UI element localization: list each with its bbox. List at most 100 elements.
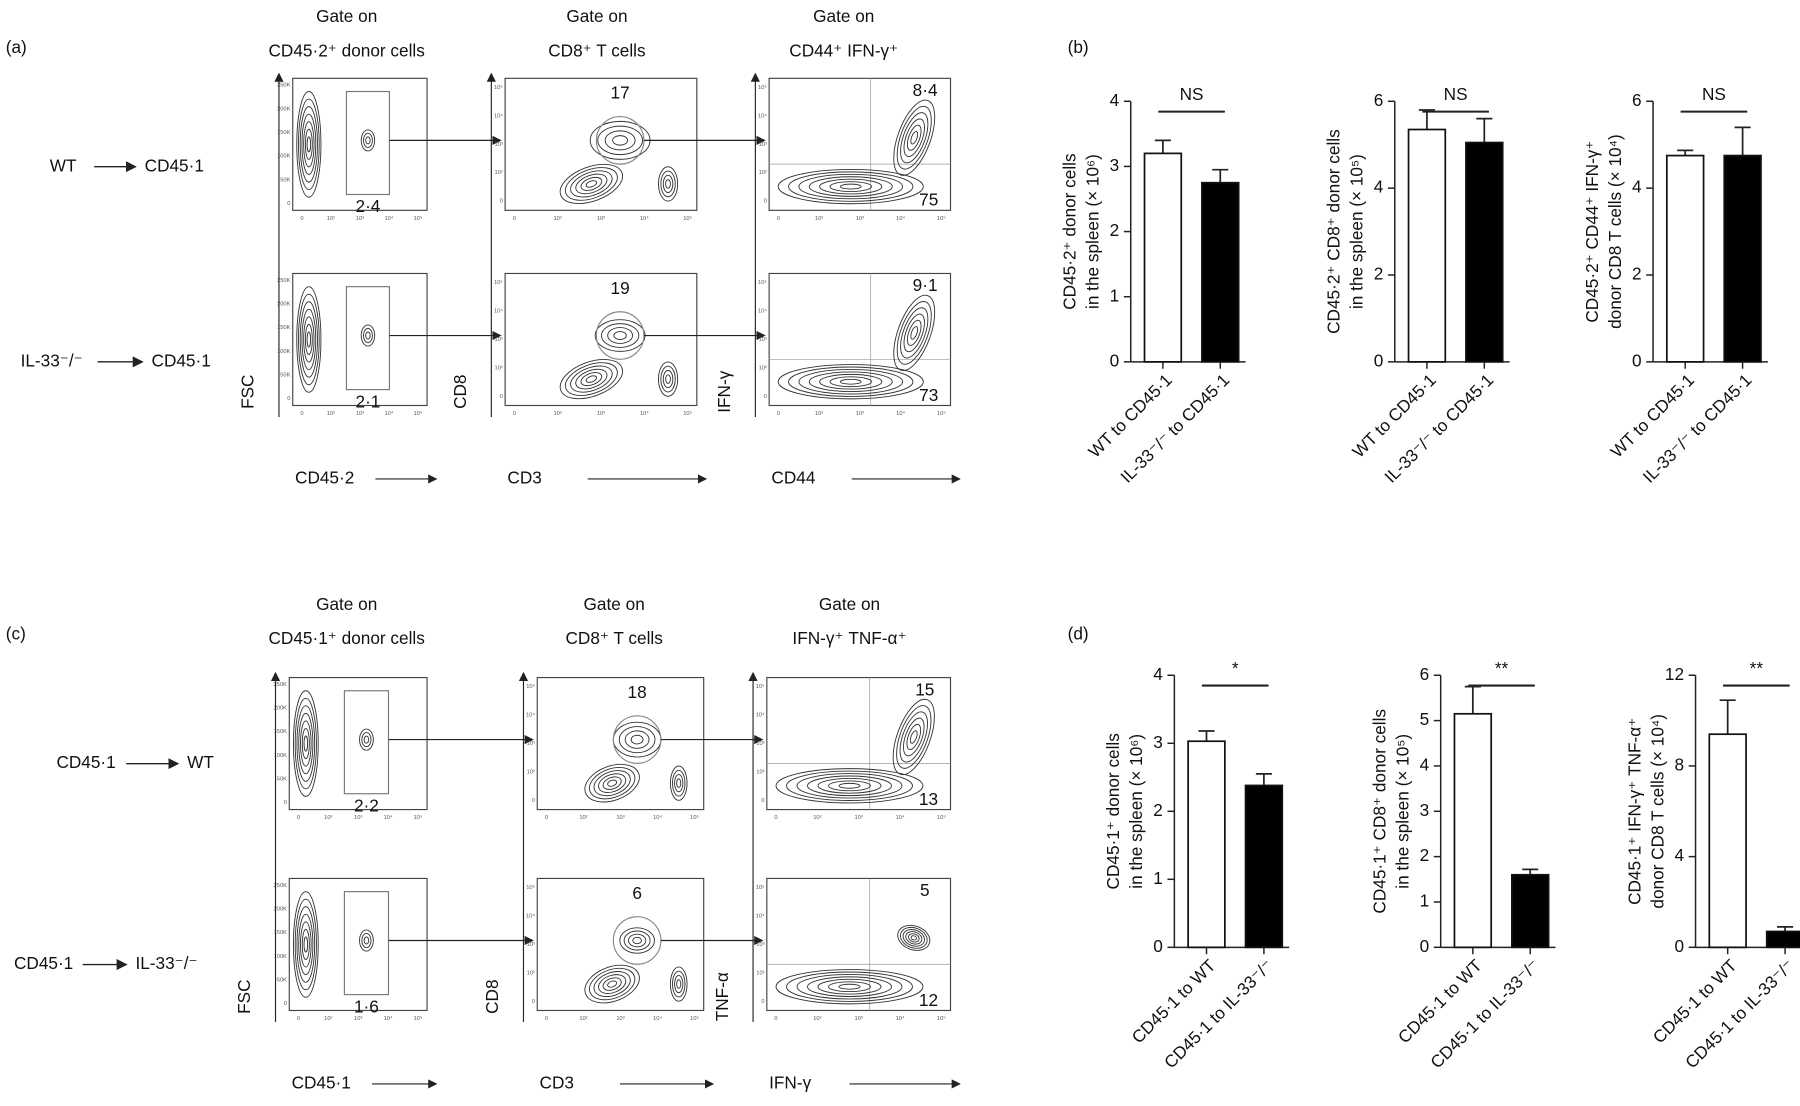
flow-y-tick: 10⁵: [526, 884, 535, 891]
flow-x-tick: 10⁵: [413, 410, 422, 417]
contour: [906, 723, 922, 750]
contour: [292, 690, 319, 797]
flow-y-tick: 10²: [495, 365, 503, 371]
gate-value: 19: [611, 278, 630, 298]
contour: [674, 774, 684, 793]
y-tick-label: 0: [1110, 350, 1120, 370]
gate-header: IFN-γ⁺ TNF-α⁺: [792, 628, 906, 648]
contour: [910, 326, 919, 340]
contour: [828, 780, 871, 792]
contour: [897, 924, 931, 951]
row-donor: WT: [50, 155, 77, 175]
contour: [588, 767, 636, 800]
y-axis-label: CD8: [450, 375, 470, 409]
contour: [662, 174, 674, 193]
y-axis-label: FSC: [238, 375, 258, 409]
contour: [306, 331, 312, 348]
contour: [623, 930, 651, 951]
y-tick-label: 1: [1110, 285, 1120, 305]
contour: [907, 933, 920, 943]
contour: [819, 373, 883, 390]
contour: [594, 319, 646, 352]
flow-x-tick: 10³: [856, 216, 864, 222]
y-tick-label: 2: [1374, 264, 1384, 284]
significance: **: [1750, 658, 1764, 678]
flow-x-tick: 0: [777, 216, 780, 222]
y-axis-label: CD45·2⁺ donor cells: [1060, 153, 1080, 309]
flow-y-tick: 10⁵: [758, 84, 767, 91]
flow-x-tick: 0: [300, 411, 303, 417]
flow-y-tick: 10⁵: [494, 279, 503, 286]
contour: [575, 368, 608, 390]
gate: [343, 690, 390, 795]
y-tick-label: 5: [1420, 709, 1430, 729]
contour: [575, 173, 608, 195]
flow-y-tick: 10²: [759, 170, 767, 176]
flow-x-tick: 10⁴: [384, 814, 393, 821]
contour: [902, 929, 925, 947]
flow-y-tick: 150K: [274, 930, 288, 936]
y-tick-label: 0: [1153, 936, 1163, 956]
flow-x-tick: 10⁴: [384, 1015, 393, 1022]
contour: [828, 981, 871, 993]
contour: [892, 698, 935, 776]
y-tick-label: 0: [1420, 936, 1430, 956]
contour: [817, 978, 882, 995]
panel-label: (b): [1068, 37, 1089, 57]
flow-x-tick: 10⁵: [683, 410, 692, 417]
contour: [665, 374, 671, 384]
flow-x-tick: 10³: [356, 411, 364, 417]
gate-header: Gate on: [316, 594, 377, 614]
flow-y-tick: 0: [764, 394, 767, 400]
flow-y-tick: 10⁴: [756, 712, 765, 719]
flow-y-tick: 10⁴: [526, 712, 535, 719]
contour: [899, 926, 928, 949]
flow-y-tick: 100K: [274, 954, 288, 960]
flow-x-tick: 10³: [356, 216, 364, 222]
contour: [669, 765, 688, 801]
contour: [300, 921, 312, 968]
contour: [585, 180, 598, 188]
bar: [1187, 740, 1226, 949]
gate-value: 17: [611, 83, 630, 103]
contour: [817, 777, 882, 794]
contour: [839, 378, 862, 385]
flow-plot-frame: [766, 676, 952, 811]
contour: [602, 776, 622, 790]
flow-x-tick: 0: [297, 815, 300, 821]
contour: [361, 732, 372, 748]
flow-y-tick: 10⁵: [756, 884, 765, 891]
contour: [299, 106, 318, 183]
flow-x-tick: 10⁵: [413, 1015, 422, 1022]
flow-y-tick: 10²: [527, 769, 535, 775]
contour: [360, 129, 376, 152]
contour: [896, 301, 932, 365]
flow-y-tick: 50K: [277, 777, 287, 783]
contour: [299, 301, 318, 378]
flow-y-tick: 150K: [277, 325, 291, 331]
y-tick-label: 2: [1153, 800, 1163, 820]
flow-x-tick: 10²: [324, 815, 332, 821]
flow-y-tick: 100K: [274, 753, 288, 759]
flow-y-tick: 0: [284, 1001, 287, 1007]
y-tick-label: 0: [1674, 936, 1684, 956]
contour: [559, 163, 624, 204]
contour: [829, 376, 872, 388]
contour: [589, 120, 651, 160]
y-tick-label: 4: [1632, 177, 1642, 197]
x-axis-label: CD44: [771, 468, 815, 488]
flow-y-tick: 10³: [759, 142, 767, 148]
flow-x-tick: 10⁵: [690, 814, 699, 821]
contour: [564, 167, 618, 201]
contour: [777, 364, 924, 400]
flow-y-tick: 250K: [274, 883, 288, 889]
row-donor: CD45·1: [14, 953, 73, 973]
bar: [1723, 154, 1762, 363]
contour: [363, 328, 373, 344]
contour: [359, 929, 374, 952]
flow-x-tick: 0: [777, 411, 780, 417]
flow-plot-frame: [536, 877, 705, 1012]
flow-x-tick: 10³: [855, 815, 863, 821]
flow-x-tick: 0: [545, 815, 548, 821]
